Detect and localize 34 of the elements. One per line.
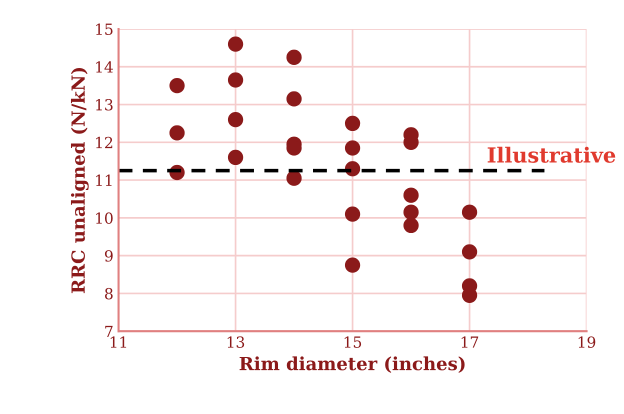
point	[344, 206, 360, 222]
point	[169, 125, 185, 140]
y-tick-label: 14	[96, 61, 113, 73]
y-tick-label: 13	[96, 99, 113, 111]
point	[286, 91, 302, 106]
ref-line-label: Illustrative	[488, 146, 616, 163]
point	[286, 50, 302, 65]
x-tick-label: 15	[344, 336, 362, 348]
point	[344, 140, 360, 156]
point	[462, 204, 478, 220]
point	[286, 170, 302, 186]
point	[228, 72, 244, 88]
y-tick-label: 10	[96, 212, 113, 224]
x-tick-label: 19	[578, 336, 596, 348]
y-tick-label: 7	[105, 326, 113, 338]
point	[403, 218, 419, 234]
point	[403, 204, 419, 220]
y-tick-label: 15	[96, 23, 113, 35]
point	[344, 116, 360, 132]
point	[403, 188, 419, 203]
point	[169, 78, 185, 94]
y-tick-label: 11	[96, 174, 112, 186]
point	[228, 112, 244, 128]
x-tick-label: 17	[462, 336, 478, 348]
point	[228, 36, 244, 52]
y-tick-label: 12	[96, 136, 112, 148]
point	[344, 257, 360, 273]
point	[462, 244, 478, 260]
y-tick-label: 8	[105, 288, 113, 300]
x-axis-title: Rim diameter (inches)	[240, 356, 465, 373]
y-tick-label: 9	[104, 250, 113, 262]
x-tick-label: 13	[228, 336, 244, 348]
y-axis-title: RRC unaligned (N/kN)	[70, 68, 89, 294]
point	[228, 150, 244, 166]
